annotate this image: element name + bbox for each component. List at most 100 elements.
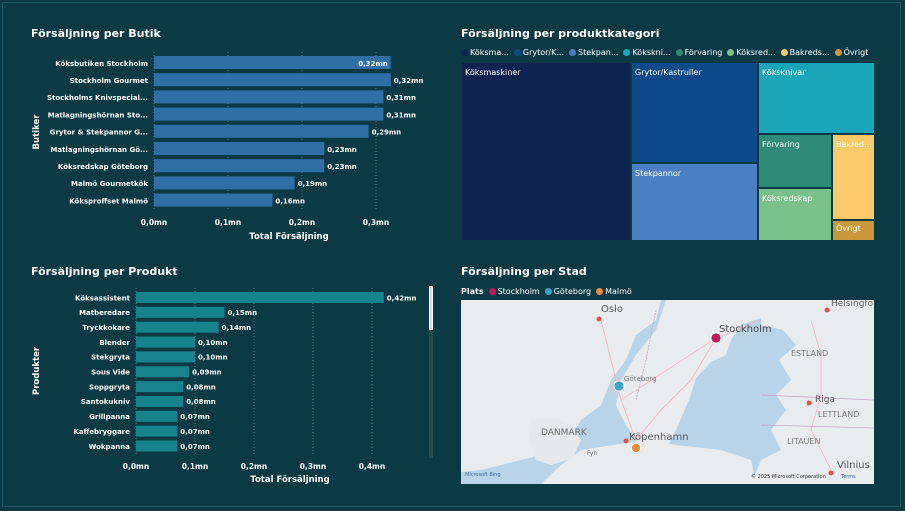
data-label: 0,16mn [275, 197, 305, 205]
x-tick-label: 0,3mn [363, 218, 389, 227]
product-bar-chart[interactable]: 0,0mn 0,1mn 0,2mn 0,3mn 0,4mn Köksassistent 0,… [25, 285, 435, 490]
sales-map[interactable]: Oslo Stockholm Helsingfors ESTLAND Riga … [461, 300, 874, 484]
map-label-vilnius: Vilnius [837, 460, 870, 471]
bar[interactable] [136, 321, 219, 333]
bar[interactable] [154, 56, 391, 69]
map-label-litauen: LITAUEN [787, 437, 820, 446]
treemap-cell-koksredskap[interactable]: Köksredskap [758, 188, 832, 241]
treemap-cell-ovrigt[interactable]: Övrigt [832, 220, 875, 241]
data-label: 0,32mn [358, 60, 388, 68]
legend-dot [488, 288, 496, 295]
map-legend-item[interactable]: Stockholm [488, 287, 540, 296]
category-label: Matberedare [79, 309, 130, 317]
treemap-legend-item[interactable]: Bakreds... [780, 48, 830, 57]
category-treemap[interactable]: Köksmaskiner Grytor/Kastruller Stekpanno… [461, 62, 875, 241]
map-title: Försäljning per Stad [461, 265, 587, 278]
legend-label: Köksred... [736, 48, 776, 57]
map-label-fyn: Fyn [587, 450, 597, 457]
bar[interactable] [154, 176, 295, 190]
legend-dot [513, 49, 521, 56]
bar[interactable] [154, 142, 325, 155]
treemap-legend-item[interactable]: Övrigt [834, 48, 868, 57]
category-label: Köksredskap Göteborg [58, 163, 148, 171]
bar[interactable] [154, 107, 384, 121]
data-label: 0,15mn [228, 309, 258, 317]
category-label: Blender [99, 339, 130, 347]
bar[interactable] [136, 336, 195, 348]
map-canvas: Oslo Stockholm Helsingfors ESTLAND Riga … [461, 300, 874, 484]
bar[interactable] [136, 425, 178, 437]
category-label: Tryckkokare [82, 324, 130, 332]
treemap-legend-item[interactable]: Stekpan... [569, 48, 618, 57]
bar[interactable] [154, 124, 369, 138]
marker-malmo[interactable] [631, 443, 641, 453]
category-label: Stekgryta [91, 354, 130, 362]
bar[interactable] [136, 351, 195, 363]
map-legend-item[interactable]: Malmö [596, 287, 632, 296]
legend-label: Bakreds... [789, 48, 830, 57]
bar[interactable] [136, 381, 184, 393]
category-label: Stockholm Gourmet [70, 77, 149, 85]
treemap-cell-stekpannor[interactable]: Stekpannor [631, 163, 758, 241]
bar[interactable] [154, 193, 273, 207]
product-chart-scroll-thumb[interactable] [429, 286, 433, 330]
legend-label: Grytor/K... [522, 48, 564, 57]
product-chart-scrollbar[interactable] [429, 286, 433, 458]
product-chart-title: Försäljning per Produkt [31, 265, 178, 278]
data-label: 0,23mn [327, 163, 357, 171]
category-label: Wokpanna [89, 443, 131, 451]
data-label: 0,10mn [198, 339, 228, 347]
store-bar-chart[interactable]: 0,0mn 0,1mn 0,2mn 0,3mn Köksbutiken Stockhol… [25, 48, 435, 248]
data-label: 0,08mn [186, 383, 216, 391]
bar[interactable] [136, 440, 178, 452]
treemap-cell-koksmaskiner[interactable]: Köksmaskiner [461, 62, 631, 241]
treemap-legend-item[interactable]: Kökskni... [623, 48, 671, 57]
data-label: 0,07mn [180, 428, 210, 436]
data-label: 0,14mn [222, 324, 252, 332]
legend-label: Göteborg [553, 287, 592, 296]
bar[interactable] [136, 306, 225, 318]
marker-stockholm[interactable] [710, 332, 722, 344]
bar[interactable] [154, 73, 391, 87]
legend-dot [544, 288, 552, 295]
map-terms-link[interactable]: Terms [840, 474, 856, 480]
category-label: Grytor & Stekpannor G... [50, 129, 148, 137]
map-label-danmark: DANMARK [541, 428, 588, 438]
category-label: Grillpanna [89, 413, 130, 421]
bar[interactable] [136, 366, 190, 378]
x-tick-label: 0,0mn [123, 462, 149, 471]
map-label-kopenhamn: Köpenhamn [629, 432, 689, 443]
map-legend-item[interactable]: Göteborg [544, 287, 592, 296]
treemap-cell-bakred[interactable]: Bakred... [832, 134, 875, 220]
category-label: Köksproffset Malmö [69, 197, 148, 205]
data-label: 0,09mn [192, 369, 222, 377]
treemap-cell-grytor[interactable]: Grytor/Kastruller [631, 62, 758, 163]
map-attribution: © 2025 Microsoft Corporation [751, 473, 826, 480]
treemap-legend-item[interactable]: Grytor/K... [513, 48, 564, 57]
map-label-goteborg: Göteborg [624, 375, 657, 383]
marker-goteborg[interactable] [613, 380, 625, 392]
bar[interactable] [136, 395, 184, 407]
treemap-cell-koksknivar[interactable]: Köksknivar [758, 62, 875, 134]
treemap-legend-item[interactable]: Förvaring [675, 48, 723, 57]
bar[interactable] [136, 410, 178, 422]
legend-dot [461, 49, 468, 56]
legend-label: Förvaring [684, 48, 723, 57]
treemap-legend-item[interactable]: Köksred... [727, 48, 776, 57]
data-label: 0,29mn [372, 129, 402, 137]
category-label: Stockholms Knivspecial... [47, 94, 148, 102]
category-label: Santokukniv [81, 398, 131, 406]
treemap-legend-item[interactable]: Köksma... [461, 48, 509, 57]
bar[interactable] [154, 90, 384, 104]
map-legend-label: Plats [461, 287, 484, 296]
category-label: Köksbutiken Stockholm [55, 60, 148, 68]
bar[interactable] [136, 292, 384, 303]
category-label: Sous Vide [91, 369, 130, 377]
data-label: 0,19mn [298, 180, 328, 188]
x-axis-title: Total Försäljning [249, 232, 328, 242]
data-label: 0,31mn [386, 111, 416, 119]
legend-label: Stockholm [497, 287, 540, 296]
bar[interactable] [154, 159, 325, 173]
treemap-cell-forvaring[interactable]: Förvaring [758, 134, 832, 188]
